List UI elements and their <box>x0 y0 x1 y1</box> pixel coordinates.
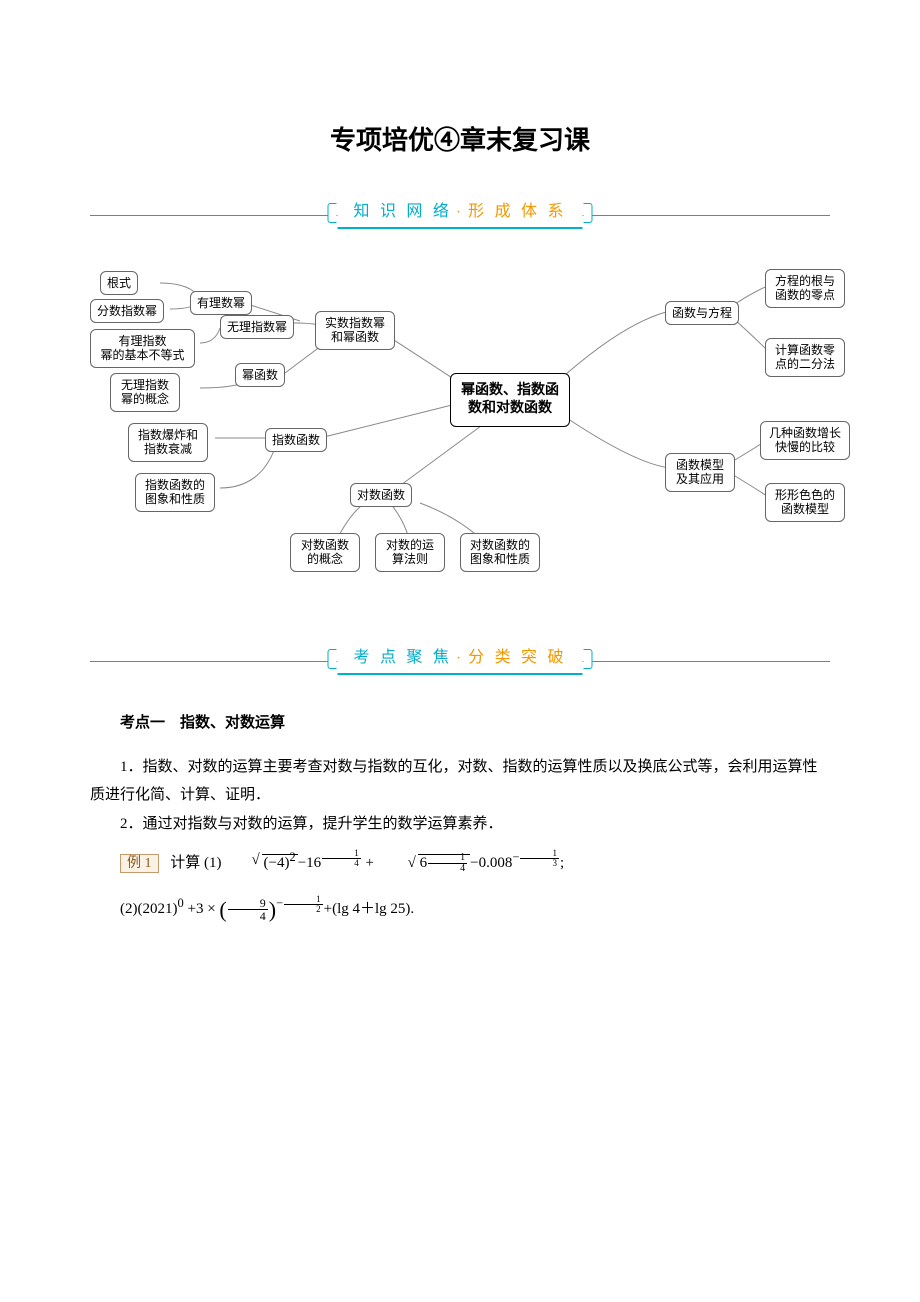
eq2: (2)(2021)0 +3 × (94)−12+(lg 4＋lg 25). <box>120 901 414 917</box>
node: 无理指数幂的概念 <box>110 373 180 412</box>
node: 对数函数的图象和性质 <box>460 533 540 572</box>
concept-diagram: 根式 分数指数幂 有理数幂 有理指数幂的基本不等式 无理指数幂 实数指数幂和幂函… <box>90 263 850 593</box>
paragraph: 1．指数、对数的运算主要考查对数与指数的互化，对数、指数的运算性质以及换底公式等… <box>90 753 830 810</box>
node: 分数指数幂 <box>90 299 164 323</box>
page-title: 专项培优④章末复习课 <box>90 120 830 157</box>
node: 有理指数幂的基本不等式 <box>90 329 195 368</box>
banner-focus: 考 点 聚 焦 · 分 类 突 破 <box>90 643 830 679</box>
banner-label: 考 点 聚 焦 · 分 类 突 破 <box>337 643 582 675</box>
banner-label: 知 识 网 络 · 形 成 体 系 <box>337 197 582 229</box>
example-line-1: 例 1 计算 (1)(−4)2−1614 + 614−0.008−13; <box>90 844 830 880</box>
node: 方程的根与函数的零点 <box>765 269 845 308</box>
banner-dot: · <box>456 197 464 227</box>
node: 指数爆炸和指数衰减 <box>128 423 208 462</box>
node: 实数指数幂和幂函数 <box>315 311 395 350</box>
example-line-2: (2)(2021)0 +3 × (94)−12+(lg 4＋lg 25). <box>90 886 830 934</box>
eq1: (1)(−4)2−1614 + 614−0.008−13; <box>204 855 564 871</box>
content-block: 考点一 指数、对数运算 1．指数、对数的运算主要考查对数与指数的互化，对数、指数… <box>90 709 830 934</box>
banner-dot: · <box>456 643 464 673</box>
paragraph: 2．通过对指数与对数的运算，提升学生的数学运算素养． <box>90 810 830 839</box>
node: 形形色色的函数模型 <box>765 483 845 522</box>
example-intro: 计算 <box>170 855 200 871</box>
node: 函数模型及其应用 <box>665 453 735 492</box>
node: 几种函数增长快慢的比较 <box>760 421 850 460</box>
node: 对数函数 <box>350 483 412 507</box>
example-badge: 例 1 <box>120 854 159 873</box>
node: 指数函数 <box>265 428 327 452</box>
banner-left: 知 识 网 络 <box>353 197 451 227</box>
banner-right: 形 成 体 系 <box>468 197 566 227</box>
node: 幂函数 <box>235 363 285 387</box>
node: 指数函数的图象和性质 <box>135 473 215 512</box>
node: 根式 <box>100 271 138 295</box>
center-node: 幂函数、指数函数和对数函数 <box>450 373 570 427</box>
banner-left: 考 点 聚 焦 <box>353 643 451 673</box>
node: 对数的运算法则 <box>375 533 445 572</box>
banner-knowledge: 知 识 网 络 · 形 成 体 系 <box>90 197 830 233</box>
banner-right: 分 类 突 破 <box>468 643 566 673</box>
page: 专项培优④章末复习课 知 识 网 络 · 形 成 体 系 <box>0 0 920 1000</box>
node: 对数函数的概念 <box>290 533 360 572</box>
node: 计算函数零点的二分法 <box>765 338 845 377</box>
topic-heading: 考点一 指数、对数运算 <box>90 709 830 738</box>
node: 无理指数幂 <box>220 315 294 339</box>
node: 函数与方程 <box>665 301 739 325</box>
node: 有理数幂 <box>190 291 252 315</box>
